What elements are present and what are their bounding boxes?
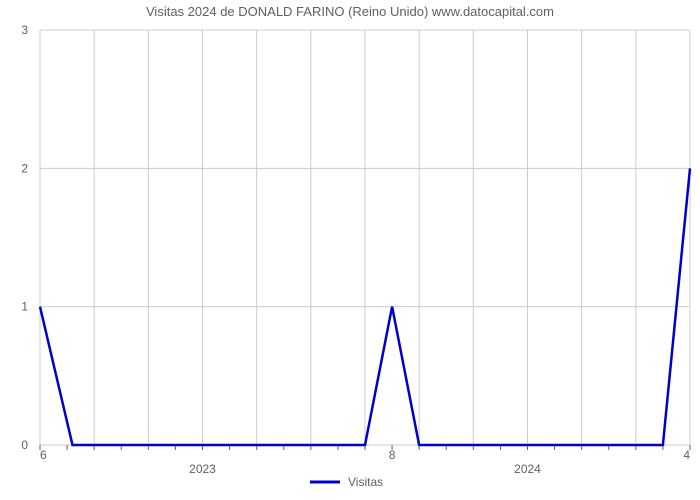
x-corner-mid: 8 (389, 448, 396, 462)
y-tick-label: 1 (21, 300, 28, 314)
y-tick-label: 0 (21, 438, 28, 452)
x-corner-left: 6 (40, 448, 47, 462)
chart-title: Visitas 2024 de DONALD FARINO (Reino Uni… (146, 4, 554, 19)
legend-label: Visitas (348, 475, 383, 489)
x-corner-right: 4 (683, 448, 690, 462)
x-major-label: 2024 (514, 462, 541, 476)
line-chart: Visitas 2024 de DONALD FARINO (Reino Uni… (0, 0, 700, 500)
y-tick-label: 3 (21, 23, 28, 37)
y-tick-label: 2 (21, 161, 28, 175)
x-major-label: 2023 (189, 462, 216, 476)
chart-container: Visitas 2024 de DONALD FARINO (Reino Uni… (0, 0, 700, 500)
